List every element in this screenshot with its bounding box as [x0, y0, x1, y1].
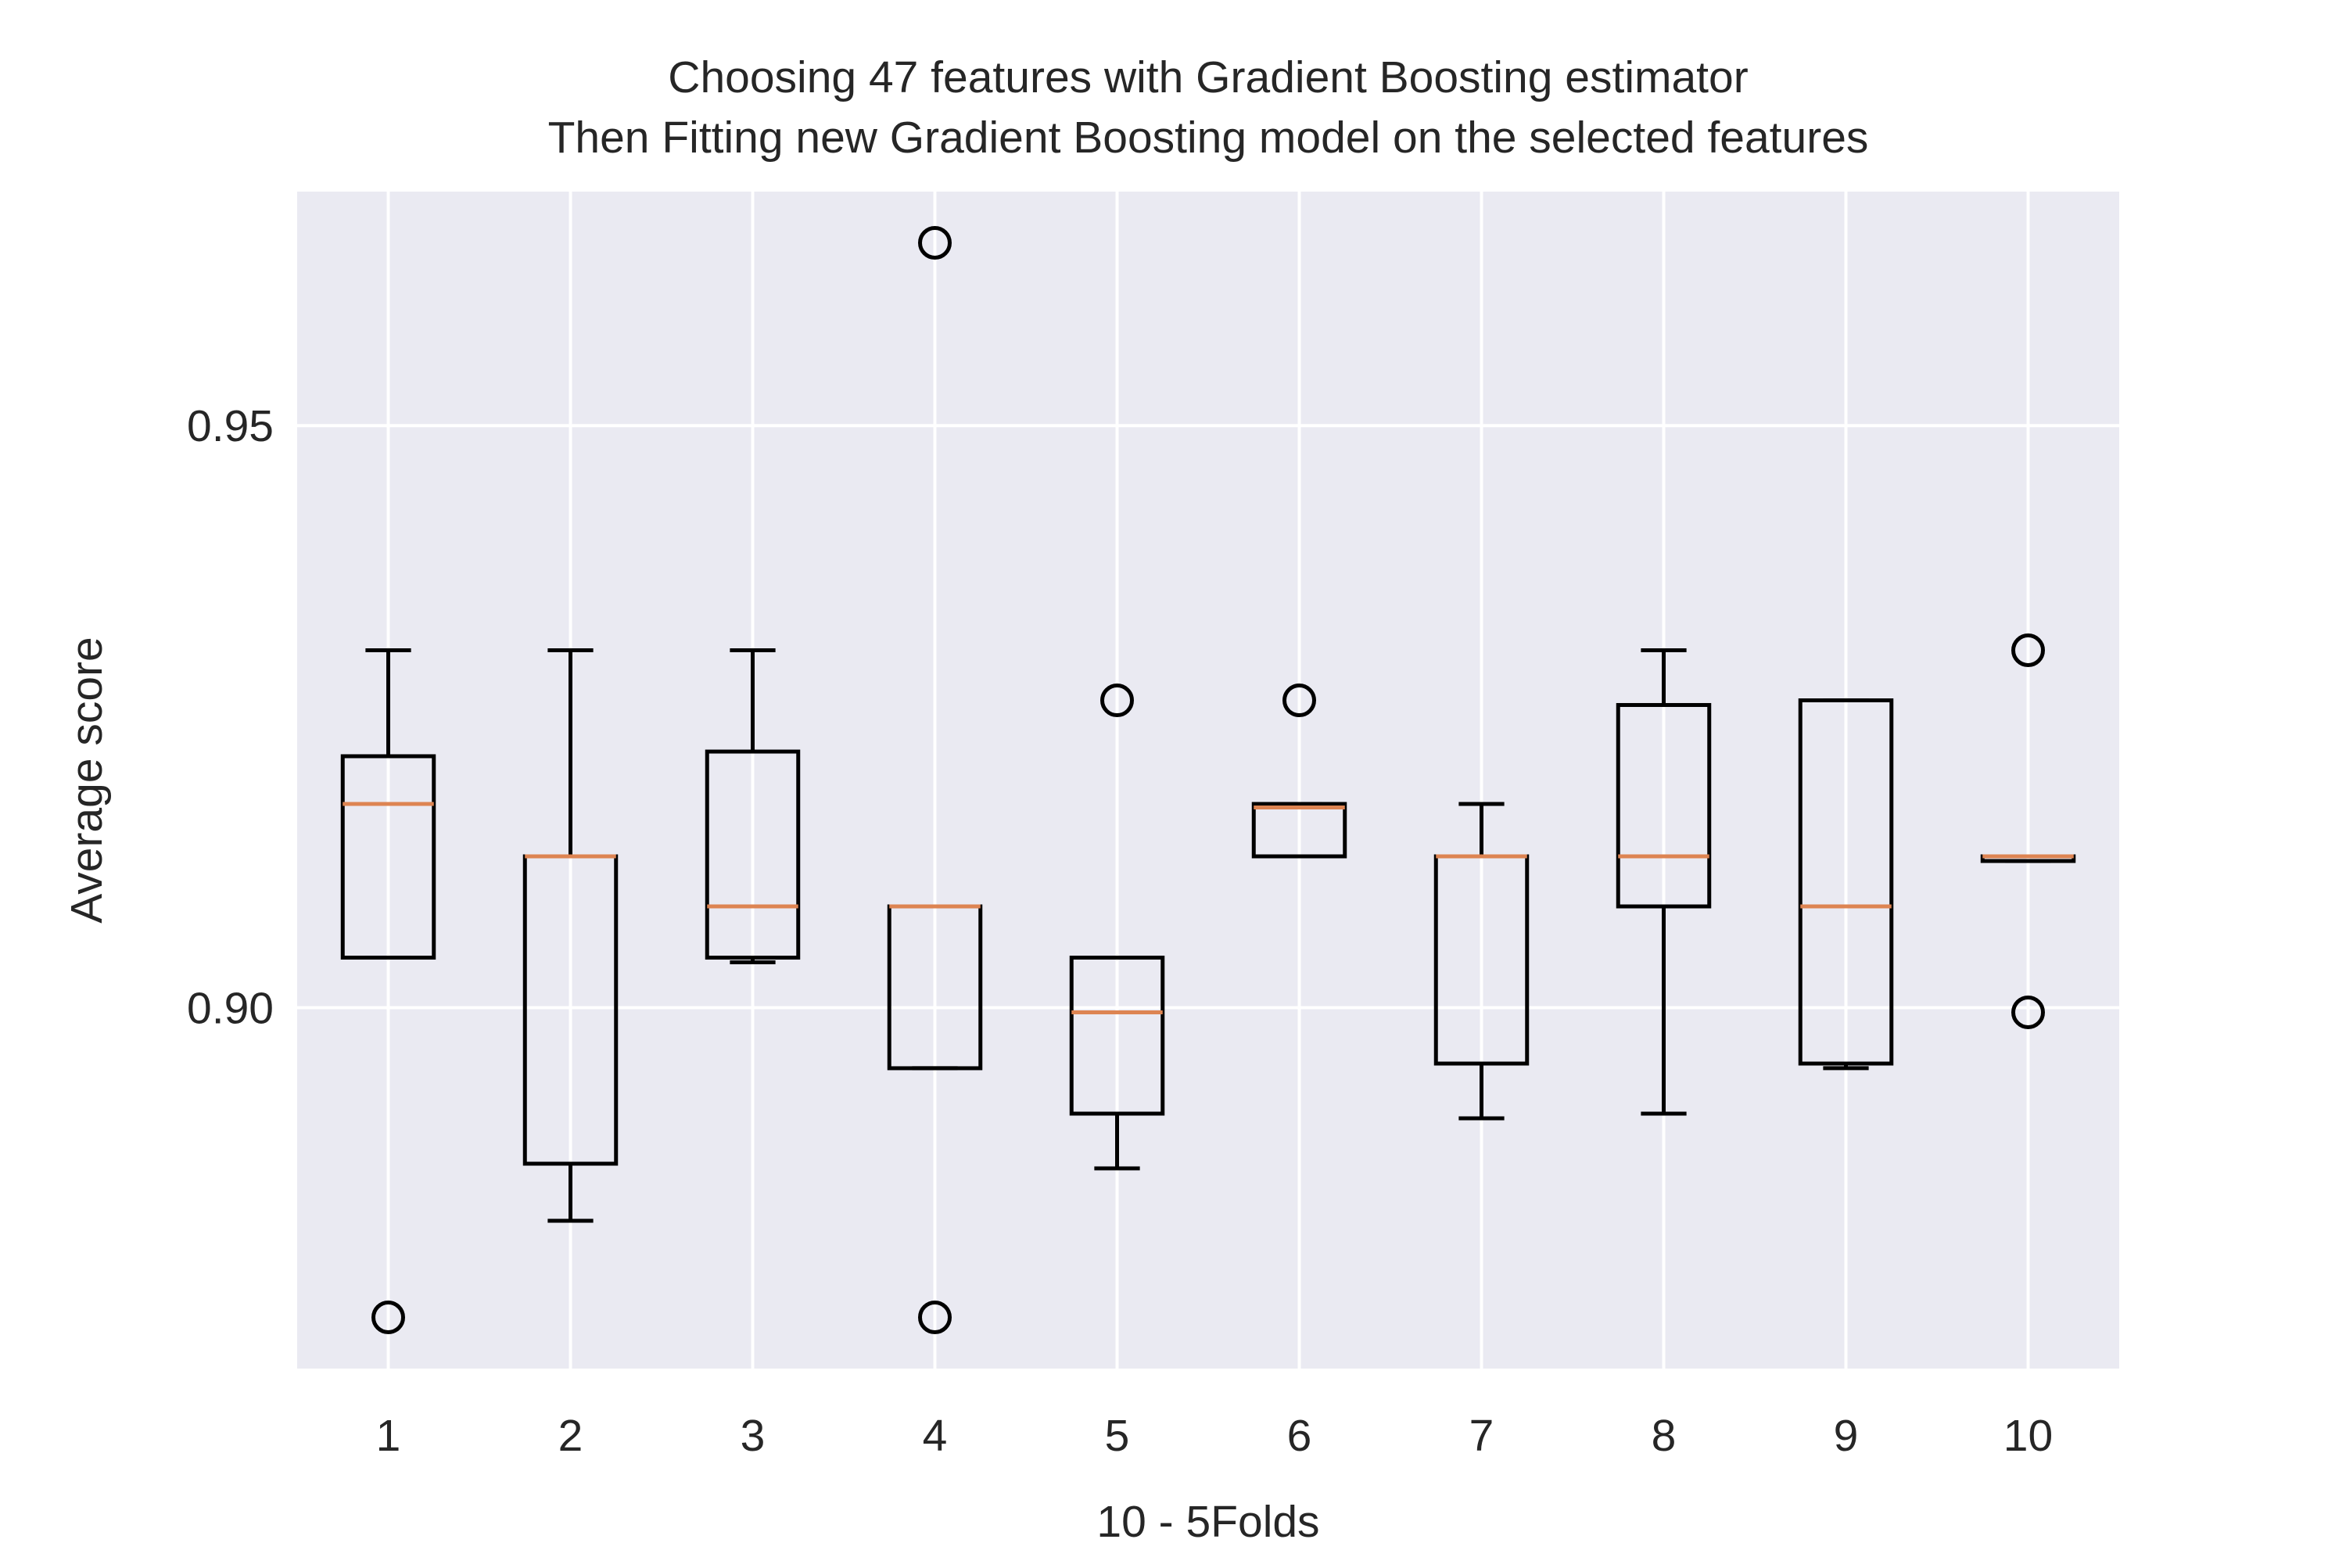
- box-group-8: [1616, 648, 1712, 1116]
- grid-lines: [297, 192, 2119, 1369]
- box-group-6: [1251, 684, 1347, 859]
- x-tick-label-8: 8: [1652, 1411, 1677, 1461]
- x-tick-label-3: 3: [741, 1411, 766, 1461]
- chart-title-line-2: Then Fitting new Gradient Boosting model…: [548, 113, 1869, 163]
- box-group-4: [887, 225, 983, 1335]
- box-8: [1616, 702, 1712, 909]
- plot-area-background: [297, 192, 2119, 1369]
- box-group-7: [1433, 802, 1530, 1121]
- box-9: [1798, 698, 1894, 1066]
- outlier-4-2: [918, 1301, 952, 1335]
- x-tick-label-7: 7: [1469, 1411, 1494, 1461]
- box-group-5: [1069, 684, 1165, 1171]
- y-axis-label: Average score: [62, 637, 112, 924]
- x-tick-label-9: 9: [1834, 1411, 1859, 1461]
- box-3: [705, 749, 801, 960]
- chart-title-line-1: Choosing 47 features with Gradient Boost…: [668, 52, 1748, 102]
- box-group-2: [522, 648, 619, 1223]
- outlier-1-1: [371, 1301, 405, 1335]
- outlier-10-2: [2011, 995, 2045, 1029]
- x-axis-label: 10 - 5Folds: [1096, 1497, 1319, 1547]
- box-6: [1251, 802, 1347, 859]
- box-5: [1069, 956, 1165, 1116]
- box-1: [340, 754, 436, 960]
- box-series: [340, 225, 2076, 1335]
- x-tick-label-1: 1: [376, 1411, 401, 1461]
- outlier-5-1: [1100, 684, 1134, 718]
- box-group-3: [705, 648, 801, 964]
- tick-labels: 0.90 0.95 1 2 3 4 5 6 7 8 9 10: [187, 401, 2053, 1461]
- box-group-9: [1798, 698, 1894, 1071]
- box-group-10: [1980, 633, 2076, 1029]
- x-tick-label-10: 10: [2003, 1411, 2053, 1461]
- outlier-4-1: [918, 225, 952, 260]
- x-tick-label-4: 4: [923, 1411, 948, 1461]
- x-tick-label-2: 2: [558, 1411, 583, 1461]
- x-tick-label-5: 5: [1105, 1411, 1130, 1461]
- y-tick-label-0.95: 0.95: [187, 401, 274, 451]
- outlier-6-1: [1282, 684, 1316, 718]
- box-group-1: [340, 648, 436, 1335]
- outlier-10-1: [2011, 633, 2045, 668]
- y-tick-label-0.90: 0.90: [187, 984, 274, 1034]
- x-tick-label-6: 6: [1287, 1411, 1312, 1461]
